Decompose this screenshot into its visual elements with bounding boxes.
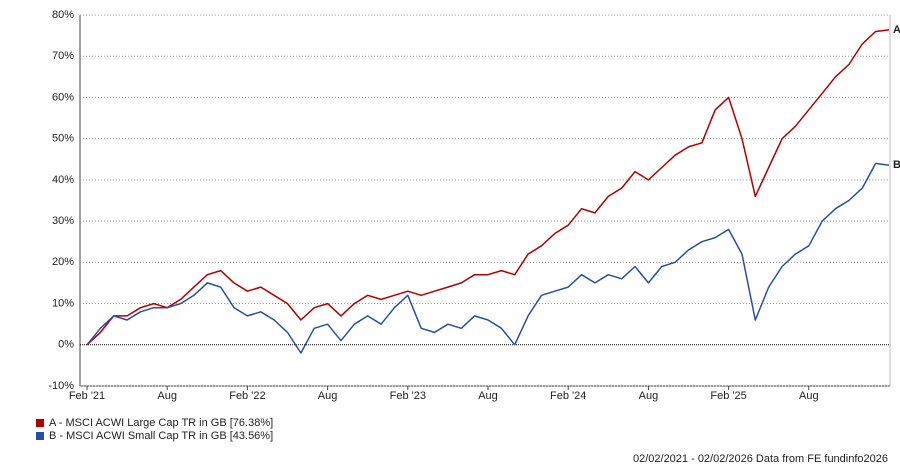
legend-swatch: [36, 419, 44, 427]
x-tick-label: Feb '21: [69, 390, 105, 402]
end-label: B: [893, 159, 900, 171]
x-tick-label: Feb '25: [710, 390, 746, 402]
legend-label: B - MSCI ACWI Small Cap TR in GB [43.56%…: [49, 430, 273, 442]
x-tick-label: Aug: [157, 390, 177, 402]
y-tick-label: 70%: [52, 50, 74, 62]
y-tick-label: 50%: [52, 133, 74, 145]
x-tick-label: Feb '22: [229, 390, 265, 402]
y-tick-label: 20%: [52, 256, 74, 268]
series-line: [86, 29, 890, 346]
y-tick-label: 30%: [52, 215, 74, 227]
y-tick-label: 60%: [52, 91, 74, 103]
legend-label: A - MSCI ACWI Large Cap TR in GB [76.38%…: [49, 417, 273, 429]
y-tick-label: -10%: [48, 380, 74, 392]
x-tick-label: Feb '23: [390, 390, 426, 402]
y-tick-label: 40%: [52, 174, 74, 186]
footer: 02/02/2021 - 02/02/2026 Data from FE fun…: [633, 453, 888, 465]
x-tick-label: Feb '24: [550, 390, 586, 402]
y-tick-label: 10%: [52, 297, 74, 309]
x-tick-label: Aug: [478, 390, 498, 402]
y-tick-label: 0%: [58, 339, 74, 351]
x-tick-label: Aug: [639, 390, 659, 402]
x-tick-label: Aug: [799, 390, 819, 402]
series-line: [86, 162, 890, 354]
x-tick-label: Aug: [318, 390, 338, 402]
legend-swatch: [36, 432, 44, 440]
y-tick-label: 80%: [52, 9, 74, 21]
end-label: A: [893, 24, 900, 36]
